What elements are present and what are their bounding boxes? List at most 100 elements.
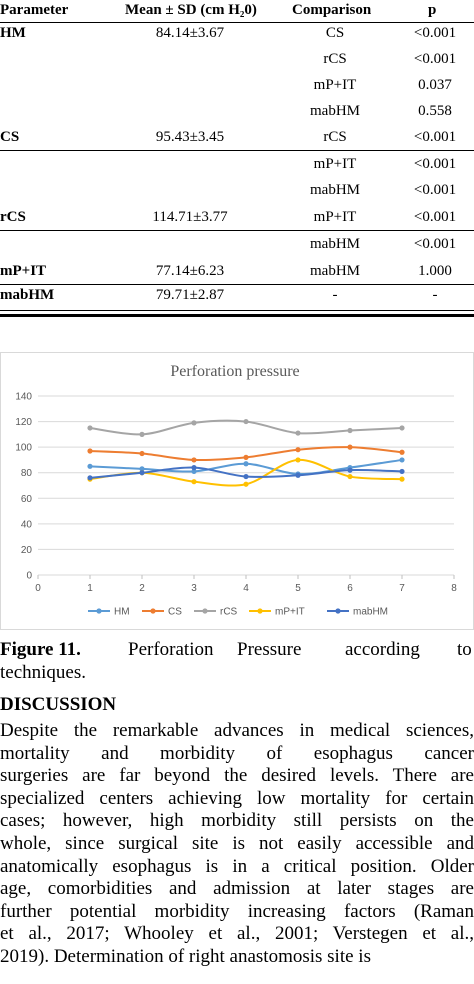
data-point	[399, 449, 405, 455]
x-tick-label: 8	[451, 583, 457, 594]
table-row: CS 95.43±3.45 rCS <0.001	[0, 124, 474, 150]
results-table: Parameter Mean ± SD (cm H₂0) Comparison …	[0, 0, 474, 317]
header-comparison: Comparison	[292, 2, 372, 18]
chart-title: Perforation pressure	[170, 363, 299, 380]
cell-comparison: mabHM	[310, 236, 360, 252]
data-point	[399, 468, 405, 475]
y-tick-label: 120	[15, 417, 32, 428]
caption-word: to	[457, 639, 472, 660]
caption-word: according	[345, 639, 420, 660]
cell-parameter: mabHM	[0, 287, 55, 303]
legend-marker	[96, 608, 102, 614]
paragraph-line: Despite the remarkable advances in medic…	[0, 720, 474, 741]
table-rule	[0, 230, 474, 231]
caption-label: Figure 11.	[0, 639, 81, 660]
data-point	[347, 467, 353, 473]
section-heading: DISCUSSION	[0, 694, 117, 715]
x-tick-label: 1	[87, 583, 93, 594]
table-row: mabHM <0.001	[0, 231, 474, 257]
data-point	[347, 427, 353, 434]
paragraph-line: specialized centers achieving low mortal…	[0, 787, 474, 809]
cell-p: -	[432, 287, 438, 303]
paragraph-line: 2019). Determination of right anastomosi…	[0, 945, 371, 967]
data-point	[191, 420, 197, 426]
figure-caption: Figure 11. Perforation Pressure accordin…	[0, 638, 474, 684]
legend-label: HM	[114, 607, 130, 618]
data-point	[139, 466, 145, 472]
table-row: mabHM <0.001	[0, 177, 474, 203]
cell-comparison: -	[332, 287, 338, 303]
data-point	[139, 450, 145, 457]
data-point	[295, 447, 301, 453]
legend-label: mabHM	[353, 607, 388, 618]
caption-line-2: techniques.	[0, 662, 87, 683]
data-point	[295, 430, 301, 436]
cell-p: <0.001	[413, 156, 457, 172]
legend-label: rCS	[220, 607, 238, 618]
data-point	[87, 448, 93, 454]
cell-mean: 114.71±3.77	[152, 209, 228, 225]
cell-p: <0.001	[413, 51, 457, 67]
cell-p: <0.001	[413, 129, 457, 145]
paragraph-line: anatomically esophagus is in a critical …	[0, 855, 474, 877]
table-row: mP+IT <0.001	[0, 151, 474, 177]
cell-mean: 84.14±3.67	[155, 25, 225, 41]
legend-marker	[202, 608, 208, 614]
data-point	[347, 473, 353, 480]
x-tick-label: 2	[139, 583, 145, 594]
cell-parameter: HM	[0, 25, 26, 41]
paragraph-line: surgeries are far beyond the desired lev…	[0, 765, 474, 787]
x-tick-label: 7	[399, 583, 405, 594]
header-mean: Mean ± SD (cm H₂0)	[125, 2, 257, 18]
table-row: mP+IT 0.037	[0, 72, 474, 98]
chart-frame	[0, 352, 474, 630]
data-point	[87, 425, 93, 431]
y-tick-label: 80	[21, 468, 33, 479]
perforation-pressure-chart: Perforation pressure 0 20 40 60 80 100 120 140 …	[0, 352, 474, 630]
legend-label: CS	[168, 607, 182, 618]
cell-mean: 79.71±2.87	[155, 287, 225, 303]
data-point	[399, 457, 405, 463]
cell-p: 1.000	[418, 263, 452, 279]
x-tick-label: 5	[295, 583, 301, 594]
cell-p: 0.558	[418, 103, 452, 119]
cell-comparison: mabHM	[310, 182, 360, 198]
cell-p: 0.037	[418, 77, 452, 93]
paragraph-line: further potential morbidity increasing f…	[0, 900, 474, 922]
data-point	[243, 473, 249, 480]
cell-comparison: mP+IT	[313, 156, 357, 172]
legend-marker	[335, 608, 341, 614]
table-rule	[0, 284, 474, 285]
table-rule	[0, 150, 474, 151]
cell-p: <0.001	[413, 25, 457, 41]
data-point	[243, 418, 249, 425]
y-tick-label: 60	[21, 494, 33, 505]
discussion-paragraph: Despite the remarkable advances in medic…	[0, 720, 474, 969]
cell-comparison: mP+IT	[313, 209, 357, 225]
data-point	[295, 472, 301, 478]
table-rule	[0, 314, 474, 317]
data-point	[87, 475, 93, 481]
cell-mean: 95.43±3.45	[155, 129, 225, 145]
cell-parameter: CS	[0, 129, 20, 145]
data-point	[87, 463, 93, 469]
data-point	[399, 425, 405, 431]
table-header: Parameter Mean ± SD (cm H₂0) Comparison …	[0, 0, 474, 23]
x-tick-label: 0	[35, 583, 41, 594]
data-point	[191, 479, 197, 485]
data-point	[347, 444, 353, 450]
y-tick-label: 140	[15, 392, 32, 403]
cell-comparison: rCS	[323, 129, 347, 145]
table-row: mabHM 0.558	[0, 98, 474, 124]
data-point	[243, 454, 249, 460]
cell-comparison: mabHM	[310, 103, 360, 119]
y-tick-label: 100	[15, 443, 32, 454]
table-row: mabHM 79.71±2.87 - -	[0, 282, 474, 308]
cell-p: <0.001	[413, 182, 457, 198]
table-row: rCS <0.001	[0, 46, 474, 72]
table-rule	[0, 310, 474, 311]
data-point	[139, 470, 145, 476]
y-tick-label: 20	[21, 545, 33, 556]
cell-parameter: mP+IT	[0, 263, 47, 279]
paragraph-line: et al., 2017; Whooley et al., 2001; Vers…	[0, 923, 474, 945]
